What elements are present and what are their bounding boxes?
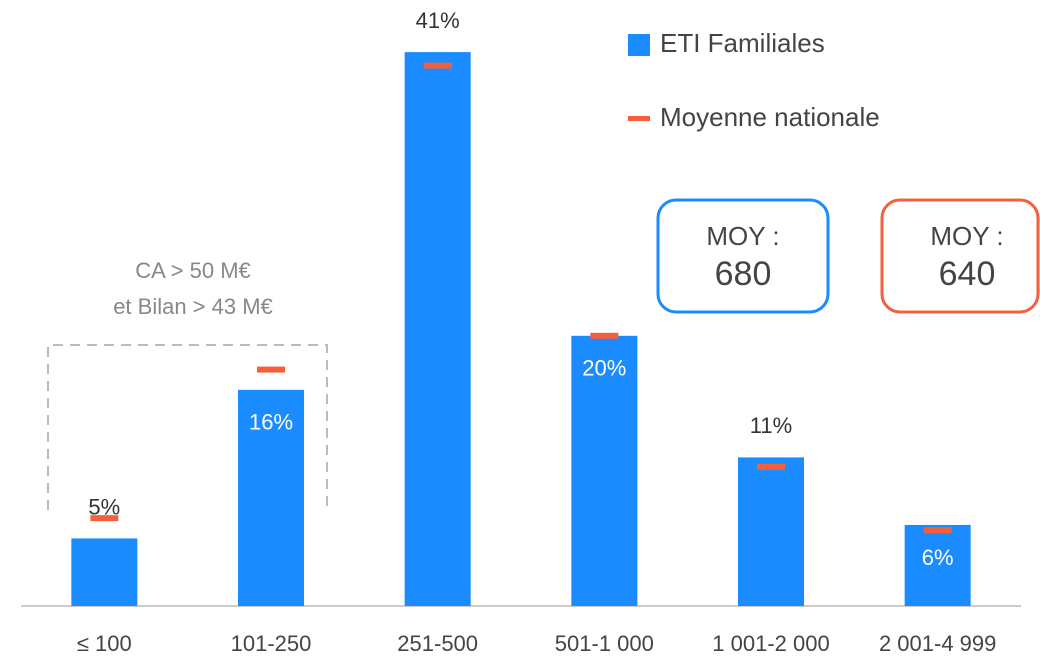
legend-swatch <box>628 34 650 56</box>
x-tick-label: 101-250 <box>231 631 312 656</box>
x-tick-label: ≤ 100 <box>77 631 132 656</box>
x-tick-label: 251-500 <box>397 631 478 656</box>
average-marker <box>423 62 452 69</box>
legend-swatch <box>628 116 650 121</box>
data-label: 16% <box>249 410 293 435</box>
data-label: 20% <box>582 356 626 381</box>
data-label: 41% <box>416 8 460 33</box>
legend-label: Moyenne nationale <box>660 102 880 132</box>
data-label: 6% <box>922 545 954 570</box>
data-label: 11% <box>750 413 792 438</box>
annotation: et Bilan > 43 M€ <box>113 294 273 319</box>
data-label: 5% <box>88 494 120 519</box>
average-marker <box>257 366 285 373</box>
box-label: MOY : <box>706 221 779 251</box>
average-box <box>880 198 1040 314</box>
x-tick-label: 2 001-4 999 <box>879 631 996 656</box>
bar <box>904 524 971 606</box>
x-tick-label: 1 001-2 000 <box>712 631 829 656</box>
bar <box>71 538 138 606</box>
box-value: 640 <box>939 255 996 293</box>
box-label: MOY : <box>930 221 1003 251</box>
bar <box>238 389 304 606</box>
average-box <box>656 198 830 314</box>
x-tick-label: 501-1 000 <box>555 631 654 656</box>
bar <box>738 457 804 606</box>
bar <box>404 52 471 606</box>
average-marker <box>923 527 952 534</box>
average-marker <box>90 515 119 522</box>
annotation: CA > 50 M€ <box>135 258 251 283</box>
legend-label: ETI Familiales <box>660 28 825 58</box>
average-marker <box>757 463 785 470</box>
average-marker <box>590 332 619 339</box>
bar <box>571 335 638 606</box>
box-value: 680 <box>715 255 772 293</box>
